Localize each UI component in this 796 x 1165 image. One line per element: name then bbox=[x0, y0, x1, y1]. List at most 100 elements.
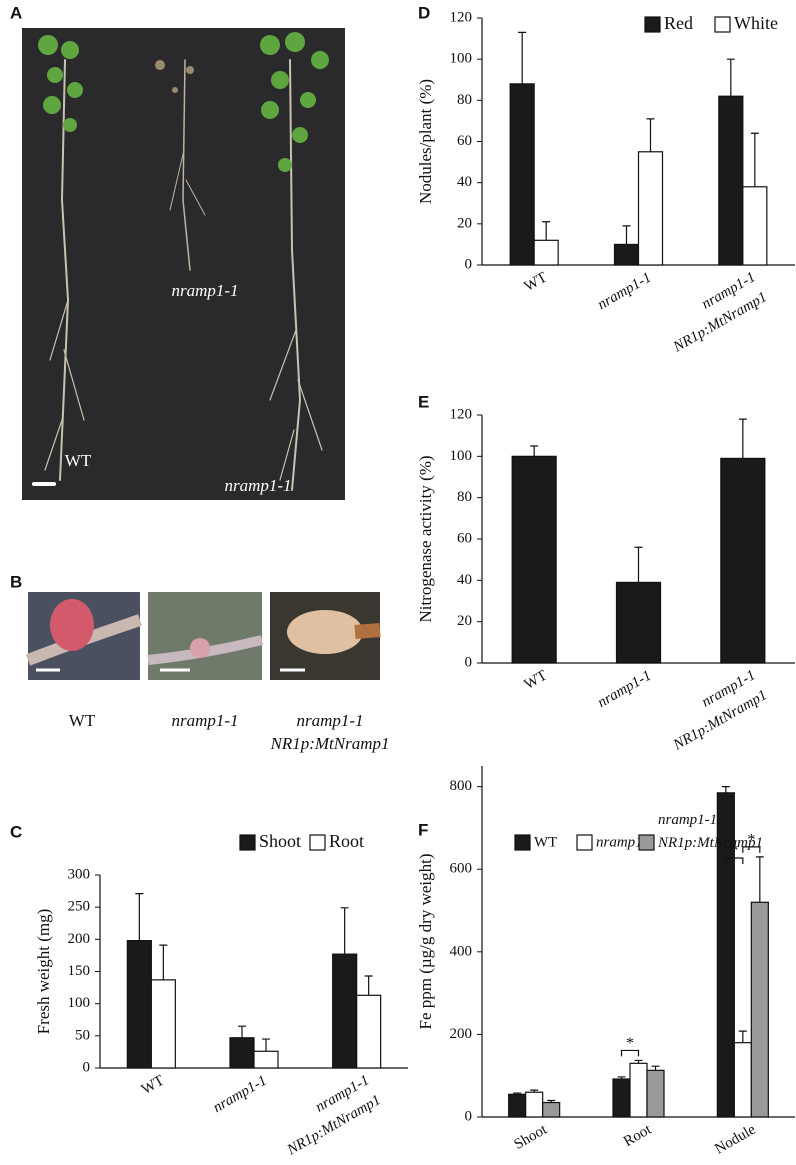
y-tick-label: 600 bbox=[450, 861, 473, 877]
legend-swatch bbox=[576, 834, 593, 851]
y-tick-label: 80 bbox=[457, 489, 472, 505]
bar bbox=[615, 581, 662, 664]
x-tick-group: Root bbox=[621, 1121, 655, 1150]
error-bar bbox=[340, 907, 349, 955]
x-tick-label: Nodule bbox=[712, 1121, 759, 1157]
y-tick-label: 300 bbox=[68, 866, 91, 882]
legend-swatch bbox=[239, 834, 256, 851]
nodule-illustration bbox=[25, 599, 381, 672]
error-bar bbox=[530, 1089, 539, 1093]
bar bbox=[533, 239, 559, 266]
significance-bracket bbox=[620, 1049, 640, 1057]
photo-label: nramp1-1 bbox=[171, 711, 238, 730]
bar bbox=[542, 1101, 561, 1118]
error-bar bbox=[238, 1025, 246, 1038]
panel-letter: F bbox=[418, 820, 428, 839]
x-tick-group: nramp1-1NR1p:MtNramp1 bbox=[273, 1073, 384, 1160]
error-bar bbox=[755, 856, 764, 903]
y-tick-label: 100 bbox=[450, 51, 473, 67]
legend-label: nramp1-1 NR1p:MtNramp1 bbox=[657, 812, 763, 851]
x-tick-group: WT bbox=[522, 668, 550, 694]
error-bar bbox=[726, 58, 735, 97]
y-tick-label: 20 bbox=[457, 613, 472, 629]
x-tick-label: Root bbox=[621, 1121, 655, 1150]
y-tick-label: 0 bbox=[465, 1108, 473, 1124]
error-bar bbox=[646, 118, 655, 152]
y-tick-label: 0 bbox=[83, 1059, 91, 1075]
x-tick-label: nramp1-1 bbox=[595, 668, 654, 711]
bar bbox=[509, 83, 535, 266]
panel-letter: D bbox=[418, 3, 430, 22]
error-bar bbox=[634, 1059, 643, 1064]
x-tick-label: nramp1-1 bbox=[210, 1073, 269, 1116]
error-bar bbox=[542, 221, 551, 241]
bar bbox=[229, 1037, 255, 1069]
y-tick-label: 0 bbox=[465, 654, 473, 670]
y-tick-label: 200 bbox=[450, 1026, 473, 1042]
legend-label: WT bbox=[534, 834, 557, 850]
error-bar bbox=[622, 225, 631, 245]
x-tick-label: nramp1-1 bbox=[595, 270, 654, 313]
bar bbox=[733, 1042, 752, 1118]
x-tick-group: Shoot bbox=[512, 1121, 551, 1153]
error-bar bbox=[721, 786, 730, 793]
legend-swatch bbox=[644, 16, 661, 33]
bar bbox=[750, 901, 769, 1118]
y-tick-label: 100 bbox=[68, 995, 91, 1011]
x-tick-group: WT bbox=[522, 270, 550, 296]
significance-label: * bbox=[730, 843, 738, 860]
x-tick-group: WT bbox=[139, 1073, 167, 1099]
x-tick-label: WT bbox=[139, 1073, 167, 1099]
error-bar bbox=[262, 1038, 270, 1052]
bar bbox=[637, 151, 664, 266]
y-axis-label: Fe ppm (µg/g dry weight) bbox=[416, 854, 435, 1030]
bar bbox=[629, 1062, 648, 1118]
error-bar bbox=[364, 975, 373, 996]
significance-bracket bbox=[742, 846, 761, 853]
photo-label: WT bbox=[65, 451, 92, 470]
x-tick-group: nramp1-1 bbox=[595, 668, 654, 711]
error-bar bbox=[547, 1099, 556, 1103]
bar bbox=[253, 1050, 279, 1069]
bar bbox=[126, 940, 152, 1069]
legend-label: Root bbox=[329, 831, 364, 851]
x-tick-label: nramp1-1NR1p:MtNramp1 bbox=[273, 1073, 384, 1160]
y-tick-label: 150 bbox=[68, 963, 91, 979]
significance-label: * bbox=[626, 1035, 634, 1052]
y-tick-label: 400 bbox=[450, 943, 473, 959]
x-tick-label: Shoot bbox=[512, 1121, 551, 1153]
error-bar bbox=[530, 445, 539, 457]
panel-letter: A bbox=[10, 3, 22, 22]
legend-label: Red bbox=[664, 13, 693, 33]
panel-letter: C bbox=[10, 822, 22, 841]
error-bar bbox=[750, 132, 759, 187]
bar bbox=[613, 243, 640, 266]
y-tick-label: 0 bbox=[465, 256, 473, 272]
bar bbox=[150, 979, 176, 1069]
y-tick-label: 120 bbox=[450, 406, 473, 422]
legend-swatch bbox=[638, 834, 655, 851]
x-tick-label: nramp1-1NR1p:MtNramp1 bbox=[659, 270, 770, 357]
y-axis-label: Nodules/plant (%) bbox=[416, 79, 435, 204]
y-tick-label: 80 bbox=[457, 92, 472, 108]
x-tick-group: nramp1-1NR1p:MtNramp1 bbox=[659, 668, 770, 755]
x-tick-label: nramp1-1NR1p:MtNramp1 bbox=[659, 668, 770, 755]
photo-label: nramp1-1 NR1p:MtNramp1 bbox=[198, 476, 318, 518]
panel-letter: E bbox=[418, 392, 429, 411]
legend-label: White bbox=[734, 13, 778, 33]
error-bar bbox=[634, 546, 643, 583]
significance-bracket bbox=[725, 857, 744, 864]
bar bbox=[718, 95, 744, 266]
bar bbox=[511, 455, 557, 664]
y-tick-label: 200 bbox=[68, 931, 91, 947]
bar bbox=[720, 457, 766, 664]
y-tick-label: 20 bbox=[457, 215, 472, 231]
bar bbox=[646, 1069, 665, 1118]
y-tick-label: 50 bbox=[75, 1027, 90, 1043]
photo-label: nramp1-1 NR1p:MtNramp1 bbox=[270, 711, 390, 753]
x-tick-label: WT bbox=[522, 270, 550, 296]
y-tick-label: 120 bbox=[450, 9, 473, 25]
y-axis-label: Nitrogenase activity (%) bbox=[416, 455, 435, 622]
error-bar bbox=[518, 31, 527, 84]
bar bbox=[612, 1078, 631, 1118]
